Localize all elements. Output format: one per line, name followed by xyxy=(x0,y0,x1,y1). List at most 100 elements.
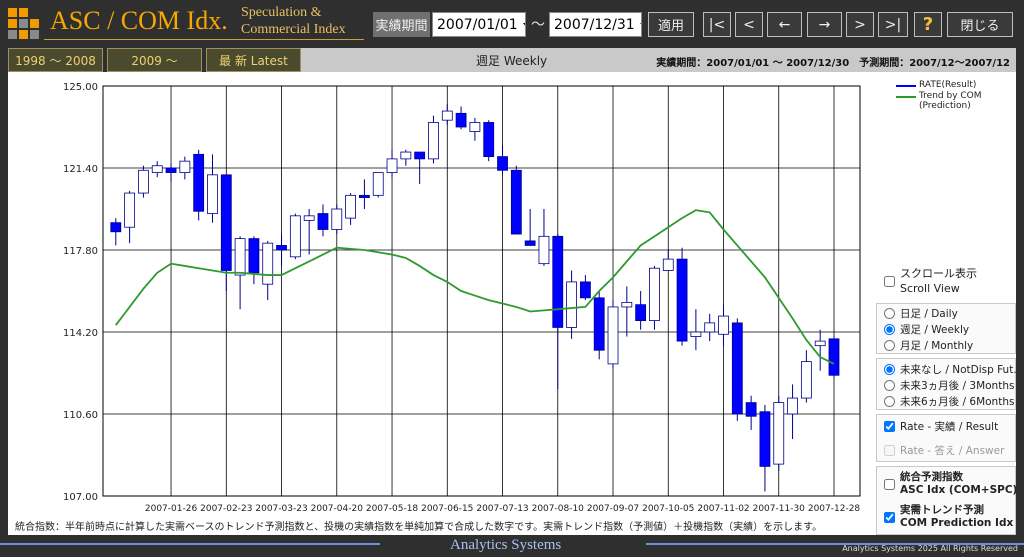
scroll-label-en: Scroll View xyxy=(900,282,960,295)
nav-button[interactable]: → xyxy=(807,12,842,37)
candle-body xyxy=(552,235,564,328)
legend-label: Trend by COM (Prediction) xyxy=(919,91,982,111)
candle-body xyxy=(483,122,495,158)
candle-body xyxy=(248,238,260,274)
candle-body xyxy=(414,151,426,160)
future-option: 未来なし / NotDisp Fut. xyxy=(884,362,1017,377)
interval-label: 日足 / Daily xyxy=(900,308,958,320)
candle-body xyxy=(538,235,550,265)
candle-body xyxy=(510,169,522,235)
candle-body xyxy=(262,242,274,285)
end-date: 2007/12/31 xyxy=(554,16,635,33)
interval-label: 月足 / Monthly xyxy=(900,340,974,352)
future-box xyxy=(876,358,1016,410)
index-labels: 統合予測指数 ASC Idx (COM+SPC) xyxy=(900,471,1017,497)
interval-label: 週足 / Weekly xyxy=(900,324,970,336)
start-date: 2007/01/01 xyxy=(437,16,518,33)
footer: Analytics Systems Analytics Systems 2025… xyxy=(0,537,1024,557)
end-date-select[interactable]: 2007/12/31 xyxy=(549,12,642,37)
trend-line xyxy=(115,209,835,365)
tab[interactable]: 2009 ～ xyxy=(107,48,202,72)
period-label: 実績期間 xyxy=(373,12,430,37)
candle-body xyxy=(690,331,702,337)
y-tick-label: 107.00 xyxy=(63,492,98,503)
candle-body xyxy=(151,165,163,173)
x-tick-label: 2007-12-28 xyxy=(808,504,861,514)
x-tick-label: 2007-05-18 xyxy=(366,504,419,514)
radio-input[interactable] xyxy=(884,324,895,335)
interval-option: 月足 / Monthly xyxy=(884,338,973,353)
candle-body xyxy=(165,167,177,173)
radio-input[interactable] xyxy=(884,308,895,319)
candle-body xyxy=(718,315,729,335)
candle-body xyxy=(759,411,771,467)
candle-body xyxy=(207,174,218,214)
tab[interactable]: 最 新 Latest xyxy=(206,48,301,72)
radio-input[interactable] xyxy=(884,396,895,407)
candle-body xyxy=(331,208,343,230)
rate-option: Rate - 実績 / Result xyxy=(884,419,998,434)
index-label-en: COM Prediction Idx xyxy=(900,517,1014,529)
checkbox-input[interactable] xyxy=(884,511,895,523)
candle-body xyxy=(593,297,605,351)
candle-body xyxy=(745,402,757,417)
candle-body xyxy=(220,174,232,271)
future-label: 未来3ヵ月後 / 3Months xyxy=(900,380,1015,392)
nav-button[interactable]: >| xyxy=(878,12,908,37)
candle-body xyxy=(649,267,660,322)
checkbox-input[interactable] xyxy=(884,445,895,456)
radio-input[interactable] xyxy=(884,364,895,375)
future-option: 未来3ヵ月後 / 3Months xyxy=(884,378,1014,393)
x-tick-label: 2007-04-20 xyxy=(311,504,364,514)
rate-option: Rate - 答え / Answer xyxy=(884,443,1004,458)
candle-body xyxy=(607,306,619,365)
footer-brand: Analytics Systems xyxy=(450,537,562,553)
candle-body xyxy=(731,322,743,415)
candle-body xyxy=(800,361,812,399)
candle-body xyxy=(828,338,840,376)
x-tick-label: 2007-06-15 xyxy=(421,504,473,514)
radio-input[interactable] xyxy=(884,380,895,391)
tab[interactable]: 1998 ～ 2008 xyxy=(8,48,103,72)
nav-button[interactable]: < xyxy=(735,12,763,37)
copyright: Analytics Systems 2025 All Rights Reserv… xyxy=(842,544,1018,553)
candle-body xyxy=(193,153,205,212)
rate-label: Rate - 答え / Answer xyxy=(900,445,1005,457)
future-label: 未来6ヵ月後 / 6Months xyxy=(900,396,1015,408)
title-rule xyxy=(44,39,364,40)
checkbox-input[interactable] xyxy=(884,275,895,287)
radio-input[interactable] xyxy=(884,340,895,351)
nav-button[interactable]: ← xyxy=(767,12,802,37)
candle-body xyxy=(773,402,785,465)
start-date-select[interactable]: 2007/01/01 xyxy=(432,12,526,37)
nav-button[interactable]: |< xyxy=(703,12,731,37)
x-tick-label: 2007-01-26 xyxy=(145,504,198,514)
interval-option: 日足 / Daily xyxy=(884,306,958,321)
checkbox-input[interactable] xyxy=(884,478,895,490)
app-title: ASC / COM Idx. xyxy=(50,6,228,35)
nav-button[interactable]: > xyxy=(846,12,874,37)
chart-panel xyxy=(8,72,1016,535)
candle-body xyxy=(400,151,412,160)
candle-body xyxy=(124,192,136,228)
candle-body xyxy=(814,340,826,347)
close-button[interactable]: 閉じる xyxy=(947,12,1013,37)
candle-body xyxy=(497,156,508,171)
x-tick-label: 2007-11-02 xyxy=(697,504,749,514)
apply-button[interactable]: 適用 xyxy=(648,12,694,37)
x-tick-label: 2007-03-23 xyxy=(255,504,307,514)
footnote: 統合指数：半年前時点に計算した実需ベースのトレンド予測指数と、投機の実績指数を単… xyxy=(15,522,823,533)
candle-body xyxy=(179,160,191,173)
help-button[interactable]: ? xyxy=(914,12,942,37)
checkbox-input[interactable] xyxy=(884,421,895,432)
candle-body xyxy=(138,169,149,194)
range-separator: ～ xyxy=(531,17,545,33)
footer-rule xyxy=(0,543,380,545)
interval-option: 週足 / Weekly xyxy=(884,322,969,337)
index-label-en: ASC Idx (COM+SPC) xyxy=(900,484,1018,496)
candle-body xyxy=(386,158,398,173)
candle-body xyxy=(303,215,315,221)
candle-body xyxy=(676,258,688,342)
view-label: 週足 Weekly xyxy=(476,54,548,68)
